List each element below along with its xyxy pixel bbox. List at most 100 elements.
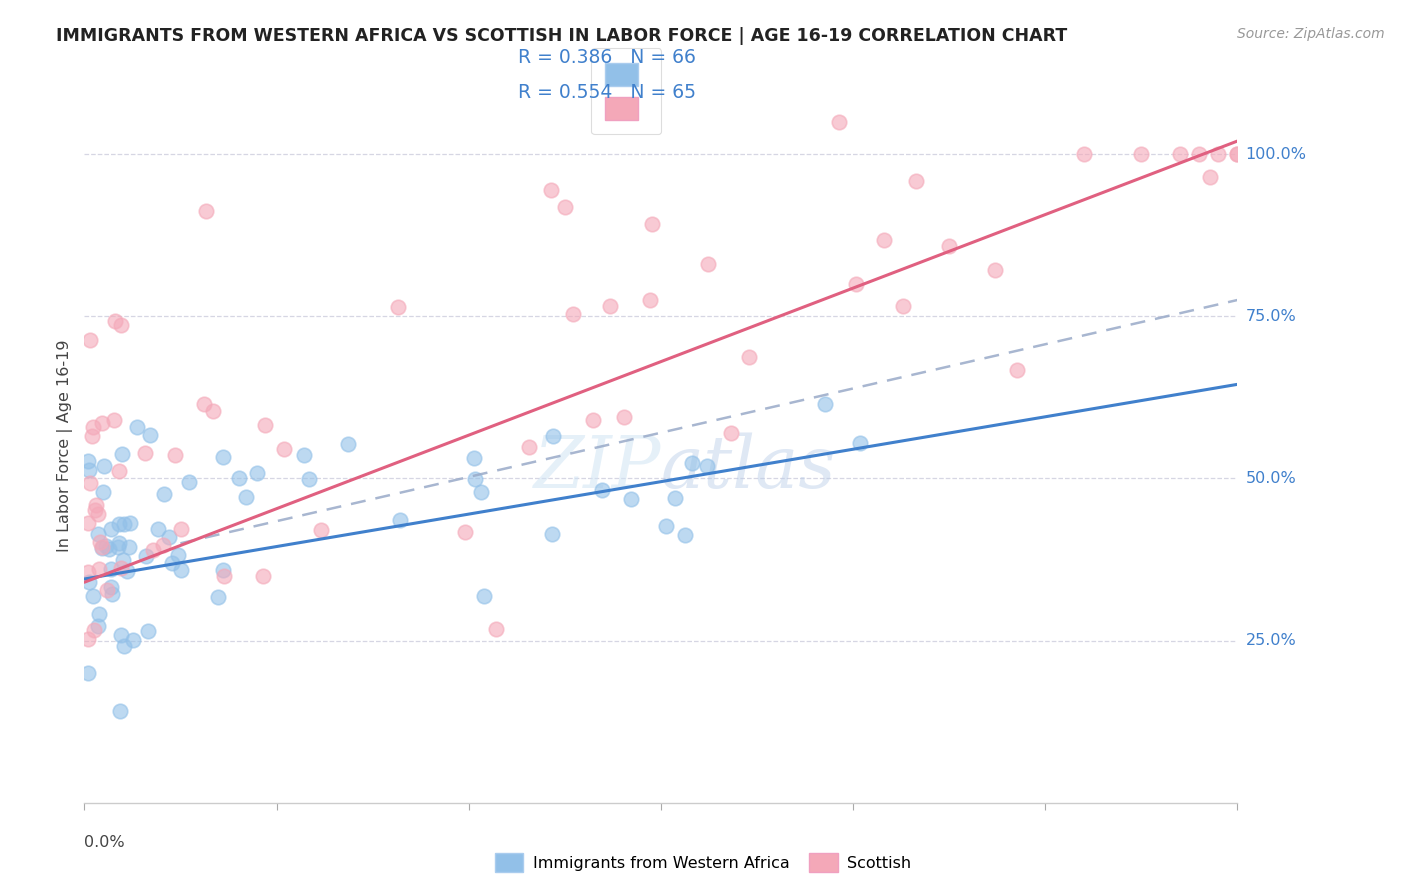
Point (80, 429, 103, 443)
Point (98, 542, 121, 557)
Point (309, 523, 332, 537)
Point (541, 526, 564, 541)
Point (194, 204, 217, 219)
Point (87, 562, 110, 576)
Point (135, 549, 157, 563)
Point (485, 622, 508, 636)
Point (582, 413, 605, 427)
Point (77, 666, 100, 681)
Point (122, 633, 145, 648)
Point (720, 425, 742, 440)
Point (893, 299, 915, 313)
Point (664, 491, 686, 506)
Point (100, 522, 122, 536)
Point (83, 623, 105, 637)
Point (103, 413, 125, 427)
Point (845, 277, 868, 291)
Point (179, 475, 201, 489)
Point (170, 522, 193, 536)
Point (152, 538, 174, 552)
Point (292, 448, 315, 462)
Point (389, 513, 412, 527)
Point (77, 516, 100, 530)
Point (77, 463, 100, 477)
Point (1206, 147, 1229, 161)
Point (86, 526, 108, 541)
Point (100, 580, 122, 594)
Point (167, 548, 190, 562)
Point (110, 561, 132, 575)
Point (681, 457, 703, 471)
Point (599, 299, 621, 313)
Point (464, 472, 486, 486)
Point (1007, 363, 1029, 377)
Point (336, 437, 359, 451)
Point (91, 485, 114, 500)
Point (96, 583, 118, 598)
Point (554, 200, 576, 214)
Point (148, 522, 170, 536)
Text: 50.0%: 50.0% (1246, 471, 1296, 486)
Point (540, 183, 562, 197)
Point (111, 447, 134, 461)
Point (1168, 147, 1191, 161)
Point (738, 350, 761, 364)
Point (84, 498, 107, 512)
Point (77, 574, 100, 589)
Point (561, 307, 583, 321)
Point (170, 563, 193, 577)
Y-axis label: In Labor Force | Age 16-19: In Labor Force | Age 16-19 (58, 340, 73, 552)
Point (984, 262, 1007, 277)
Point (160, 556, 183, 570)
Point (91, 541, 114, 555)
Point (201, 403, 224, 417)
Text: ZIP: ZIP (533, 432, 661, 503)
Point (94, 539, 117, 553)
Point (235, 490, 257, 504)
Point (79, 476, 101, 491)
Point (87, 507, 110, 521)
Point (136, 624, 159, 639)
Point (101, 587, 124, 601)
Text: R = 0.386   N = 66: R = 0.386 N = 66 (517, 47, 696, 67)
Point (77, 632, 100, 646)
Point (107, 541, 129, 555)
Point (463, 450, 485, 465)
Point (107, 464, 129, 478)
Point (89, 607, 111, 621)
Point (697, 257, 720, 271)
Point (620, 491, 643, 506)
Point (273, 442, 295, 456)
Point (541, 429, 564, 443)
Point (453, 524, 475, 539)
Point (211, 563, 233, 577)
Point (641, 217, 664, 231)
Point (228, 471, 250, 485)
Point (108, 516, 131, 531)
Point (104, 313, 127, 327)
Point (77, 565, 100, 579)
Point (127, 419, 149, 434)
Text: 75.0%: 75.0% (1246, 309, 1296, 324)
Legend: , : , (591, 48, 661, 135)
Point (253, 418, 276, 433)
Point (387, 300, 409, 314)
Point (938, 239, 960, 253)
Point (93, 459, 115, 474)
Point (115, 565, 138, 579)
Legend: Immigrants from Western Africa, Scottish: Immigrants from Western Africa, Scottish (486, 845, 920, 880)
Text: atlas: atlas (661, 432, 837, 503)
Text: 0.0%: 0.0% (84, 835, 125, 850)
Point (112, 516, 135, 531)
Point (1226, 147, 1249, 161)
Point (114, 639, 136, 653)
Point (77, 454, 100, 468)
Point (828, 114, 851, 128)
Text: IMMIGRANTS FROM WESTERN AFRICA VS SCOTTISH IN LABOR FORCE | AGE 16-19 CORRELATIO: IMMIGRANTS FROM WESTERN AFRICA VS SCOTTI… (56, 27, 1067, 45)
Point (848, 435, 870, 450)
Point (100, 562, 122, 576)
Point (112, 553, 135, 567)
Point (673, 528, 696, 542)
Point (1199, 169, 1222, 184)
Point (1073, 147, 1095, 161)
